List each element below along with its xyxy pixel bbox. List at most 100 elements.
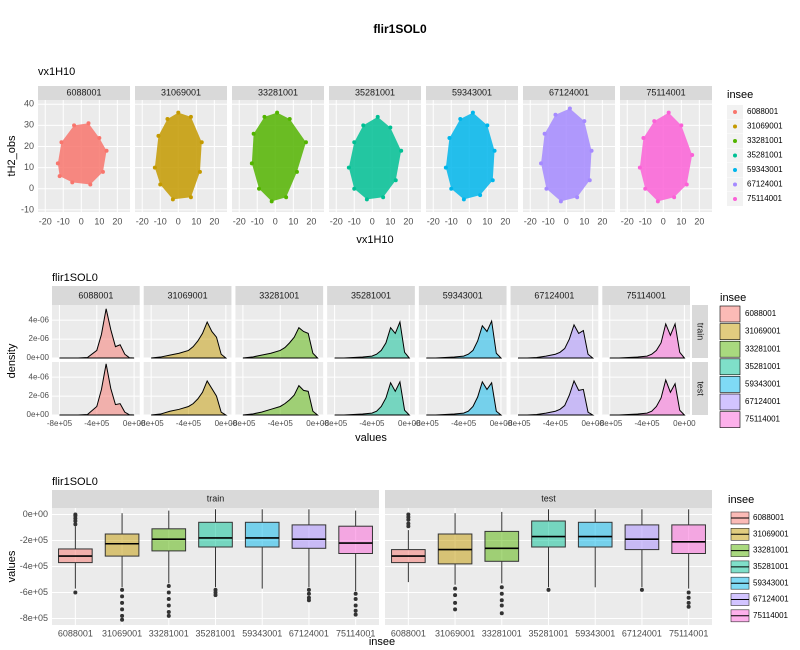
strip bbox=[602, 286, 690, 305]
strip-label: 33281001 bbox=[258, 87, 298, 97]
point bbox=[72, 123, 77, 128]
density-area bbox=[518, 379, 595, 416]
x-tick-label: 20 bbox=[112, 216, 122, 226]
y-tick-label: -8e+05 bbox=[20, 613, 48, 623]
outlier bbox=[499, 603, 504, 608]
outlier bbox=[120, 613, 125, 618]
point bbox=[643, 186, 648, 191]
point bbox=[257, 186, 262, 191]
x-tick-label: -20 bbox=[524, 216, 537, 226]
x-tick-label: 6088001 bbox=[391, 628, 426, 638]
x-tick-label: 20 bbox=[403, 216, 413, 226]
strip-label: test bbox=[541, 493, 556, 503]
y-tick-label: 4e-06 bbox=[29, 315, 50, 324]
outlier bbox=[499, 611, 504, 616]
point bbox=[70, 180, 75, 185]
point bbox=[294, 169, 299, 174]
density-area bbox=[242, 326, 319, 359]
strip bbox=[523, 86, 615, 100]
point bbox=[361, 123, 366, 128]
x-tick-label: -8e+05 bbox=[597, 419, 623, 428]
legend-symbol bbox=[733, 110, 737, 114]
outlier bbox=[686, 595, 691, 600]
subtitle: flir1SOL0 bbox=[52, 476, 98, 488]
legend-label: 6088001 bbox=[753, 513, 785, 522]
x-tick-label: 10 bbox=[94, 216, 104, 226]
density-area bbox=[609, 322, 686, 359]
outlier bbox=[73, 522, 78, 527]
x-tick-label: 0 bbox=[273, 216, 278, 226]
x-tick-label: 10 bbox=[288, 216, 298, 226]
outlier bbox=[353, 612, 358, 617]
strip bbox=[426, 86, 518, 100]
point bbox=[490, 178, 495, 183]
point bbox=[575, 195, 580, 200]
outlier bbox=[499, 598, 504, 603]
legend-symbol bbox=[733, 182, 737, 187]
legend-key bbox=[719, 411, 741, 428]
outlier bbox=[499, 591, 504, 596]
point bbox=[188, 114, 193, 119]
legend-label: 31069001 bbox=[747, 122, 783, 131]
point bbox=[176, 110, 181, 115]
point bbox=[449, 186, 454, 191]
legend-key bbox=[719, 305, 741, 323]
point bbox=[55, 161, 60, 166]
y-tick-label: 0e+00 bbox=[27, 353, 50, 362]
strip bbox=[692, 305, 708, 358]
point bbox=[485, 123, 490, 128]
x-tick-label: 0 bbox=[661, 216, 666, 226]
strip-label: 67124001 bbox=[534, 290, 574, 300]
point bbox=[539, 161, 544, 166]
strip bbox=[135, 86, 227, 100]
legend-label: 59343001 bbox=[747, 165, 783, 174]
x-tick-label: -4e+05 bbox=[543, 419, 569, 428]
box bbox=[291, 524, 327, 549]
x-tick-label: 0e+00 bbox=[581, 419, 604, 428]
point bbox=[104, 148, 109, 153]
point bbox=[59, 140, 64, 145]
x-tick-label: 0e+00 bbox=[673, 419, 696, 428]
density-area bbox=[426, 380, 503, 416]
x-tick-label: -8e+05 bbox=[230, 419, 256, 428]
x-tick-label: -8e+05 bbox=[505, 419, 531, 428]
x-tick-label: 35281001 bbox=[195, 628, 235, 638]
outlier bbox=[120, 617, 125, 622]
outlier bbox=[166, 597, 171, 601]
point bbox=[652, 119, 657, 124]
box bbox=[577, 521, 613, 548]
outlier bbox=[453, 600, 458, 605]
strip-label: 31069001 bbox=[168, 290, 208, 300]
point bbox=[461, 197, 466, 202]
point bbox=[393, 178, 398, 183]
legend-symbol bbox=[733, 153, 737, 158]
legend-label: 59343001 bbox=[745, 380, 781, 389]
outlier bbox=[353, 608, 358, 613]
outlier bbox=[166, 613, 171, 618]
x-tick-label: 31069001 bbox=[435, 628, 475, 638]
strip-label: 59343001 bbox=[443, 290, 483, 300]
figure-title: flir1SOL0 bbox=[373, 22, 427, 36]
x-tick-label: -10 bbox=[154, 216, 167, 226]
legend-key bbox=[719, 323, 741, 340]
x-tick-label: -4e+05 bbox=[359, 419, 385, 428]
x-tick-label: -4e+05 bbox=[451, 419, 477, 428]
point bbox=[188, 195, 193, 200]
outlier bbox=[406, 521, 411, 526]
point bbox=[165, 117, 170, 122]
box bbox=[104, 533, 140, 557]
strip-label: train bbox=[696, 323, 706, 341]
x-tick-label: 33281001 bbox=[482, 628, 522, 638]
outlier bbox=[353, 591, 358, 596]
y-axis-label: values bbox=[6, 550, 18, 582]
point bbox=[249, 161, 254, 166]
legend-label: 35281001 bbox=[745, 362, 781, 371]
x-tick-label: 10 bbox=[676, 216, 686, 226]
point bbox=[364, 197, 369, 202]
outlier bbox=[499, 585, 504, 590]
x-tick-label: -10 bbox=[348, 216, 361, 226]
strip bbox=[52, 286, 140, 305]
outlier bbox=[639, 587, 644, 592]
x-tick-label: -10 bbox=[57, 216, 70, 226]
x-tick-label: 0 bbox=[176, 216, 181, 226]
